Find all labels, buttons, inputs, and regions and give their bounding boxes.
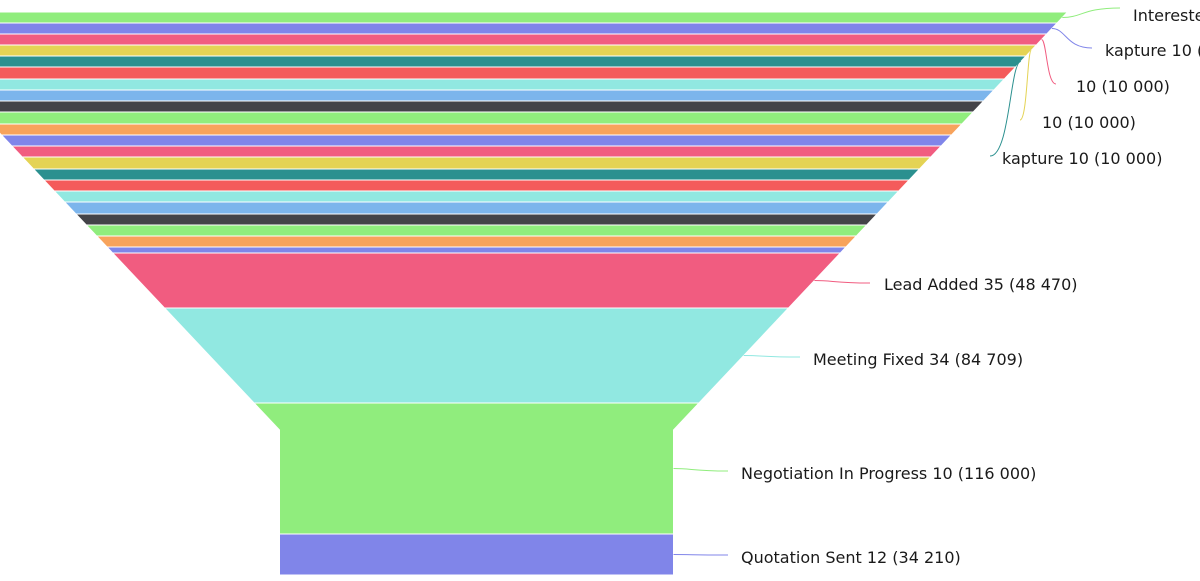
stage-label-kapture-10-10-000: kapture 10 (10 000) [1002,149,1162,168]
stage-label-negotiation-in-progress-10-116-000: Negotiation In Progress 10 (116 000) [741,464,1036,483]
funnel-segment-23[interactable] [111,252,842,309]
stage-label-10-10-000: 10 (10 000) [1076,77,1170,96]
stage-label-lead-added-35-48-470: Lead Added 35 (48 470) [884,275,1078,294]
funnel-segment-26[interactable] [279,533,674,576]
funnel-segment-13[interactable] [10,145,943,158]
stage-label-kapture-10: kapture 10 ( [1105,41,1200,60]
funnel-segment-8[interactable] [0,89,996,102]
connector-line-26 [673,554,729,556]
funnel-segment-24[interactable] [163,307,790,404]
connector-line-3 [1041,39,1057,85]
funnel-segment-19[interactable] [74,213,879,226]
funnel-segment-20[interactable] [85,224,868,237]
funnel-segment-4[interactable] [0,44,1038,57]
stage-label-meeting-fixed-34-84-709: Meeting Fixed 34 (84 709) [813,350,1023,369]
funnel-segment-10[interactable] [0,111,975,125]
funnel-segment-1[interactable] [0,11,1069,24]
connector-line-4 [1019,50,1032,121]
funnel-segment-18[interactable] [63,201,890,215]
funnel-segment-2[interactable] [0,22,1059,35]
funnel-segment-25[interactable] [252,402,701,535]
connector-line-2 [1051,28,1093,49]
stage-label-quotation-sent-12-34-210: Quotation Sent 12 (34 210) [741,548,961,567]
connector-line-5 [989,61,1022,157]
connector-line-25 [673,468,729,472]
funnel-segment-22[interactable] [105,246,848,254]
funnel-segment-7[interactable] [0,78,1006,91]
connector-line-23 [814,280,871,284]
stage-label-10-10-000: 10 (10 000) [1042,113,1136,132]
connector-line-1 [1062,7,1121,18]
funnel-segment-15[interactable] [32,168,921,181]
funnel-segment-3[interactable] [0,33,1048,46]
connector-line-24 [743,355,801,358]
funnel-segment-9[interactable] [0,100,985,113]
funnel-segment-21[interactable] [95,235,858,248]
stage-label-intereste: Intereste [1133,6,1200,25]
funnel-segment-11[interactable] [0,123,964,136]
funnel-segment-5[interactable] [0,55,1028,68]
funnel-segment-17[interactable] [53,190,900,203]
funnel-segment-6[interactable] [0,66,1017,80]
funnel-segment-12[interactable] [0,134,953,147]
funnel-segment-16[interactable] [42,179,911,192]
funnel-segment-14[interactable] [21,156,932,170]
